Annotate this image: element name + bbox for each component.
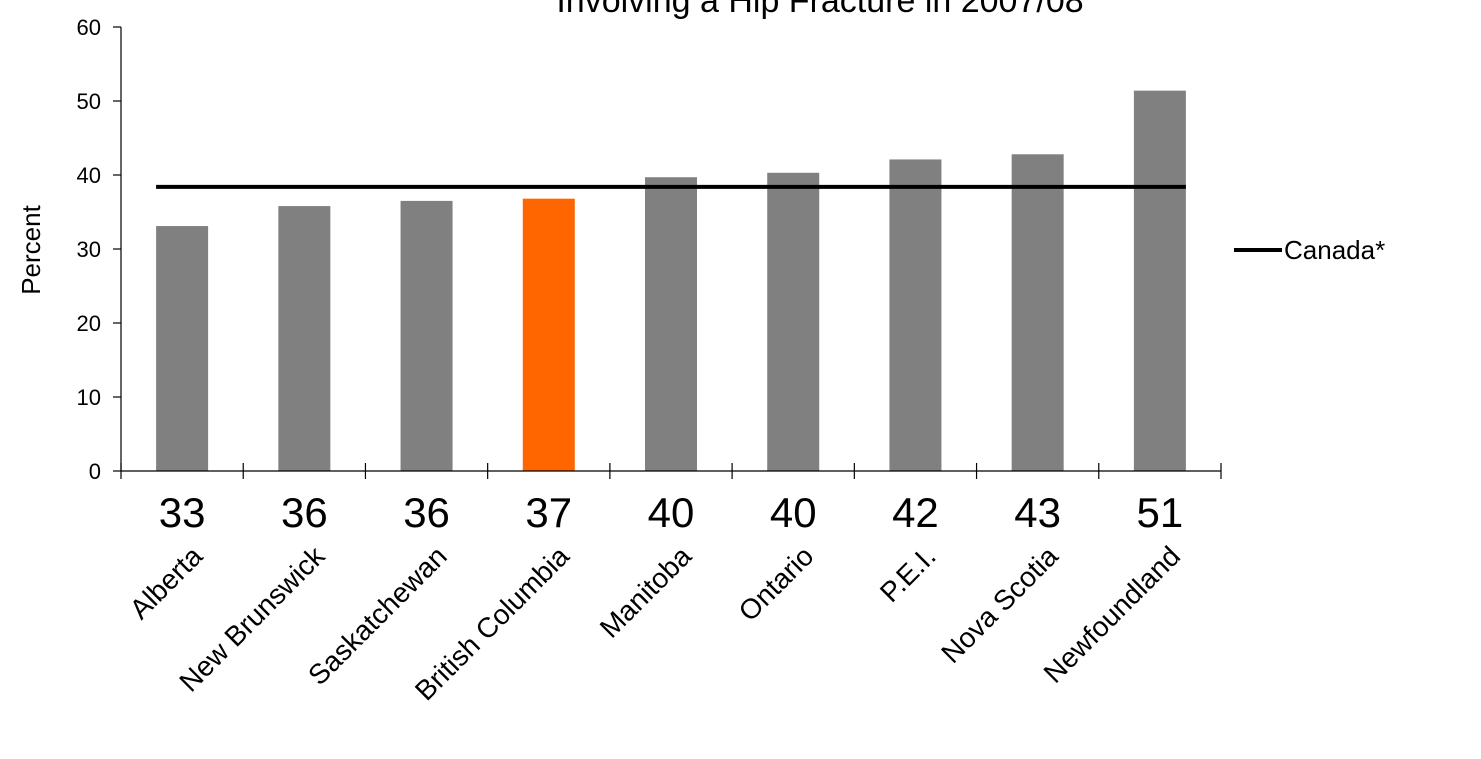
value-label: 42 — [892, 489, 939, 536]
value-labels: 33 36 36 37 40 40 42 43 51 — [159, 489, 1183, 536]
y-tick-label: 10 — [77, 385, 101, 410]
category-label: Ontario — [733, 540, 820, 627]
bar-nova-scotia — [1011, 154, 1064, 471]
legend: Canada* — [1234, 235, 1385, 265]
bar-saskatchewan — [400, 200, 453, 471]
y-axis-label: Percent — [16, 204, 46, 294]
y-tick-label: 60 — [77, 15, 101, 40]
value-label: 36 — [281, 489, 328, 536]
bar-newfoundland — [1133, 90, 1186, 471]
bar-p-e-i — [889, 159, 942, 471]
bar-ontario — [767, 172, 820, 471]
y-tick-label: 20 — [77, 311, 101, 336]
y-tick-label: 0 — [89, 459, 101, 484]
y-tick-label: 30 — [77, 237, 101, 262]
value-label: 40 — [770, 489, 817, 536]
value-label: 36 — [403, 489, 450, 536]
category-label: P.E.I. — [874, 540, 942, 608]
legend-label-canada: Canada* — [1284, 235, 1385, 265]
value-label: 51 — [1137, 489, 1184, 536]
x-ticks — [120, 463, 1222, 479]
category-label: Manitoba — [594, 540, 698, 644]
bar-new-brunswick — [278, 206, 331, 471]
value-label: 43 — [1014, 489, 1061, 536]
bars-layer — [156, 90, 1186, 471]
value-label: 37 — [525, 489, 572, 536]
chart-title: Involving a Hip Fracture in 2007/08 — [556, 0, 1083, 20]
category-label: Alberta — [124, 540, 209, 625]
value-label: 40 — [648, 489, 695, 536]
bar-alberta — [156, 226, 209, 471]
y-ticks: 0 10 20 30 40 50 60 — [77, 15, 121, 484]
y-tick-label: 50 — [77, 89, 101, 114]
category-label: Nova Scotia — [935, 540, 1064, 669]
bar-british-columbia — [522, 198, 575, 471]
value-label: 33 — [159, 489, 206, 536]
y-tick-label: 40 — [77, 163, 101, 188]
bar-manitoba — [645, 177, 697, 471]
